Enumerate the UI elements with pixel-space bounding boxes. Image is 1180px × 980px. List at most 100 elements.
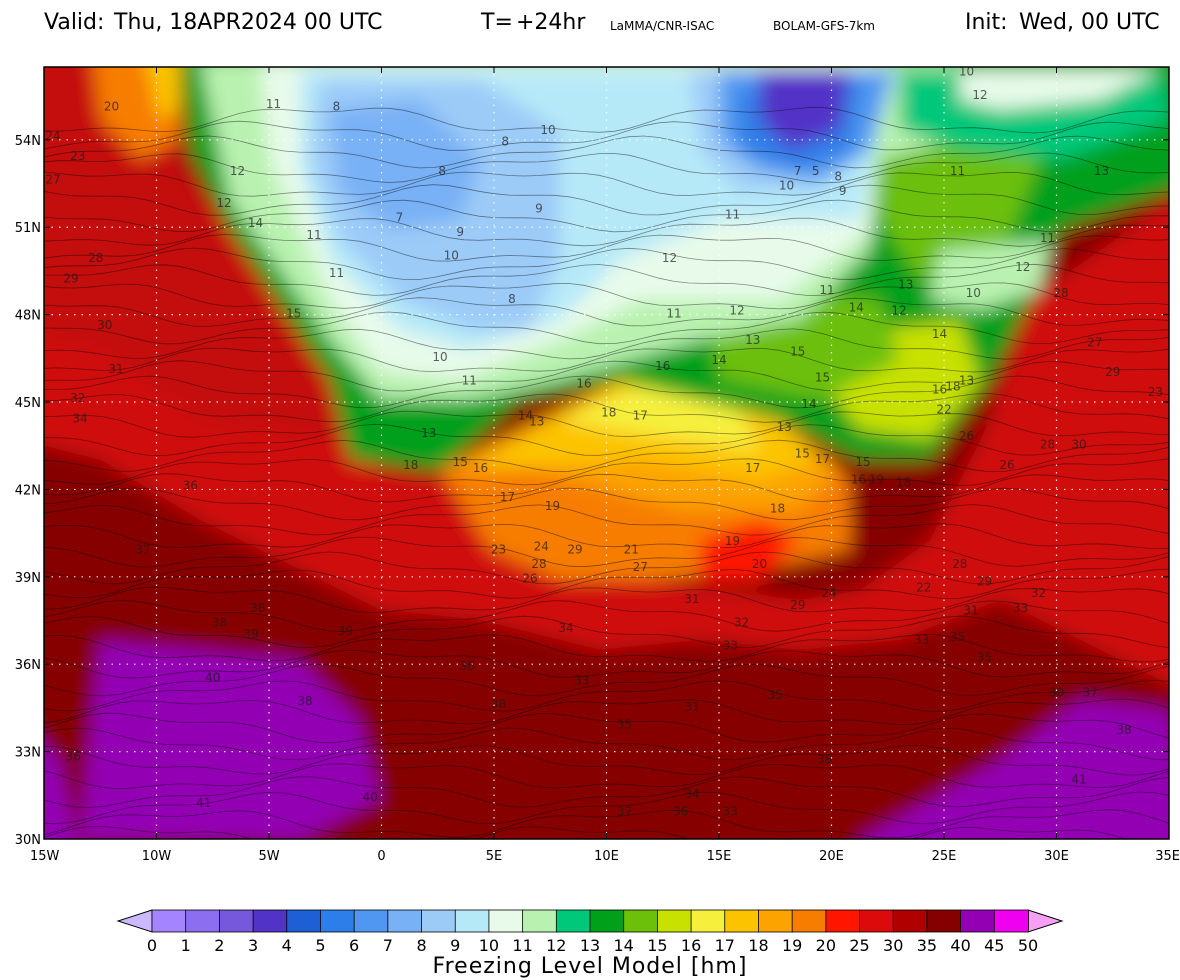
- contour-label: 31: [684, 592, 699, 606]
- axis-ticks: [43, 67, 1170, 840]
- legend-label: 8: [416, 936, 426, 955]
- legend-swatch: [252, 909, 288, 933]
- contour-line: [44, 247, 1169, 280]
- lat-label: 36N: [15, 658, 41, 673]
- contour-line: [44, 171, 1169, 197]
- lon-label: 10E: [594, 849, 619, 864]
- contour-line: [44, 375, 1169, 409]
- contour-label: 24: [45, 129, 60, 143]
- legend-swatch: [960, 909, 996, 933]
- contour-line: [44, 263, 1169, 297]
- contour-label: 11: [329, 266, 344, 280]
- contour-label: 38: [212, 615, 227, 629]
- contour-line: [44, 536, 1169, 568]
- legend-label: 25: [849, 936, 869, 955]
- contour-label: 18: [770, 502, 785, 516]
- lead-label: T=: [481, 10, 513, 35]
- contour-label: 32: [734, 615, 749, 629]
- contour-label: 12: [1015, 260, 1030, 274]
- contour-label: 34: [72, 411, 87, 425]
- contour-label: 38: [1116, 723, 1131, 737]
- contour-label: 23: [70, 149, 85, 163]
- legend-label: 1: [181, 936, 191, 955]
- legend-label: 3: [248, 936, 258, 955]
- contour-label: 29: [63, 272, 78, 286]
- legend-label: 6: [349, 936, 359, 955]
- contour-line: [44, 199, 1169, 233]
- contour-label: 11: [950, 164, 965, 178]
- contour-label: 13: [898, 277, 913, 291]
- contour-label: 24: [534, 540, 549, 554]
- contour-label: 19: [545, 499, 560, 513]
- contour-label: 15: [286, 307, 301, 321]
- contour-label: 5: [812, 164, 820, 178]
- contour-label: 33: [1013, 601, 1028, 615]
- contour-label: 18: [945, 379, 960, 393]
- contour-line: [44, 234, 1169, 262]
- contour-label: 38: [817, 752, 832, 766]
- legend-swatch: [758, 909, 794, 933]
- legend-label: 50: [1018, 936, 1038, 955]
- latitude-labels: 54N 51N 48N 45N 42N 39N 36N 33N 30N: [15, 134, 41, 848]
- legend-swatch: [185, 909, 221, 933]
- legend-swatch: [387, 909, 423, 933]
- contour-label: 30: [1071, 438, 1086, 452]
- legend-label: 18: [748, 936, 768, 955]
- contour-line: [44, 523, 1169, 550]
- legend-swatch: [791, 909, 827, 933]
- legend-label: 40: [950, 936, 970, 955]
- contour-label: 12: [662, 251, 677, 265]
- legend-swatch: [892, 909, 928, 933]
- contour-label: 34: [684, 787, 699, 801]
- model-label: BOLAM-GFS-7km: [773, 19, 875, 33]
- contour-label: 41: [196, 796, 211, 810]
- contour-label: 37: [1083, 685, 1098, 699]
- contour-label: 11: [1040, 231, 1055, 245]
- contour-label: 16: [576, 376, 591, 390]
- contour-label: 40: [205, 671, 220, 685]
- field-layer: 24 20 23 27 28 29 30 31 32 34 36 37 38 38 39 39 40 38 36 41…: [44, 65, 1169, 839]
- contour-line: [44, 152, 1169, 184]
- legend-label: 11: [512, 936, 532, 955]
- legend-label: 20: [816, 936, 836, 955]
- contour-label: 29: [977, 575, 992, 589]
- contour-label: 28: [1053, 286, 1068, 300]
- legend-swatch: [690, 909, 726, 933]
- contour-label: 20: [752, 557, 767, 571]
- contour-label: 10: [959, 65, 974, 79]
- contour-line: [44, 586, 1169, 614]
- legend-label: 9: [450, 936, 460, 955]
- legend-swatch: [589, 909, 625, 933]
- contour-label: 36: [66, 749, 81, 763]
- legend-label: 30: [883, 936, 903, 955]
- contour-label: 15: [795, 446, 810, 460]
- contour-label: 33: [914, 633, 929, 647]
- legend-swatch: [926, 909, 962, 933]
- contour-line: [44, 297, 1169, 327]
- contour-label: 38: [297, 694, 312, 708]
- legend-label: 16: [681, 936, 701, 955]
- color-legend: [116, 909, 1064, 933]
- lat-label: 54N: [15, 134, 41, 149]
- contour-label: 9: [839, 184, 847, 198]
- contour-label: 37: [135, 543, 150, 557]
- contour-label: 36: [183, 478, 198, 492]
- longitude-labels: 15W 10W 5W 0 5E 10E 15E 20E 25E 30E 35E: [30, 849, 1180, 864]
- contour-line: [44, 615, 1169, 649]
- contour-label: 34: [558, 621, 573, 635]
- contour-label: 18: [896, 476, 911, 490]
- contour-line: [44, 120, 1169, 151]
- contour-label: 17: [500, 490, 515, 504]
- contour-label: 31: [963, 604, 978, 618]
- contour-line: [44, 679, 1169, 712]
- contour-label: 31: [108, 362, 123, 376]
- contour-label: 10: [779, 178, 794, 192]
- lead-value: +24hr: [516, 10, 586, 35]
- contour-label: 12: [891, 304, 906, 318]
- contour-label: 23: [491, 543, 506, 557]
- legend-swatch: [488, 909, 524, 933]
- contour-label: 18: [601, 406, 616, 420]
- contour-label: 14: [801, 397, 816, 411]
- contour-label: 31: [684, 700, 699, 714]
- contour-label: 41: [1071, 773, 1086, 787]
